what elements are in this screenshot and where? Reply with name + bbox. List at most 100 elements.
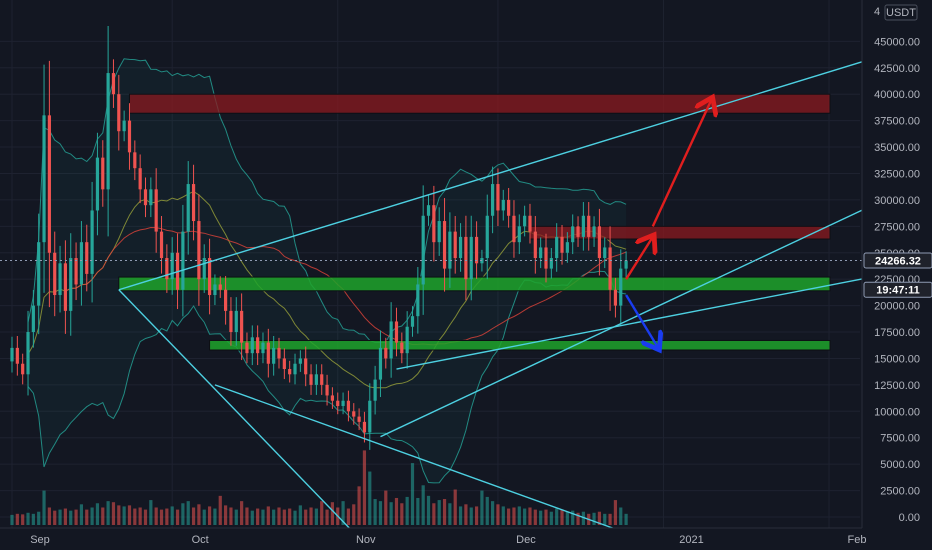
- volume-bar: [213, 508, 217, 525]
- volume-bar: [314, 508, 318, 525]
- candle-body: [336, 400, 340, 407]
- volume-bar: [485, 496, 489, 525]
- volume-bar: [453, 489, 457, 525]
- volume-bar: [90, 507, 94, 525]
- forecast-arrows[interactable]: [625, 99, 711, 347]
- volume-bar: [266, 506, 270, 525]
- candle-body: [533, 231, 537, 259]
- volume-bar: [421, 485, 425, 525]
- volume-bar: [507, 508, 511, 525]
- candle-body: [277, 347, 281, 359]
- bollinger-fill: [28, 58, 627, 483]
- volume-bar: [111, 502, 116, 525]
- volume-bar: [101, 507, 105, 525]
- candle-body: [298, 358, 302, 364]
- volume-bar: [202, 509, 206, 525]
- candle-body: [85, 242, 89, 274]
- candle-body: [330, 395, 334, 401]
- candle-body: [74, 258, 78, 285]
- candle-body: [603, 247, 607, 259]
- volume-bar: [207, 506, 212, 525]
- candle-body: [501, 199, 505, 211]
- support-zone: [118, 276, 831, 292]
- bollinger-upper: [27, 58, 627, 343]
- candle-body: [234, 310, 238, 333]
- volume-bar: [325, 509, 329, 525]
- y-tick-label: 12500.00: [874, 380, 920, 392]
- volume-bar: [496, 504, 500, 525]
- candle-body: [320, 374, 324, 385]
- time-axis-panel[interactable]: [0, 528, 932, 550]
- candle-body: [143, 189, 148, 206]
- volume-bar: [469, 507, 473, 525]
- candle-body: [373, 379, 377, 401]
- svg-text:24266.32: 24266.32: [875, 256, 921, 268]
- candle-body: [197, 221, 201, 280]
- candle-body: [149, 189, 153, 206]
- volume-bar: [95, 503, 100, 525]
- volume-bar: [416, 497, 420, 525]
- y-tick-label: 0.00: [899, 512, 920, 524]
- candle-body: [464, 236, 468, 280]
- volume-bar: [234, 509, 238, 525]
- candle-body: [127, 120, 132, 153]
- y-tick-label: 40000.00: [874, 89, 920, 101]
- candle-body: [256, 337, 260, 354]
- volume-bar: [512, 507, 516, 525]
- y-tick-label: 27500.00: [874, 221, 920, 233]
- candle-body: [261, 342, 265, 354]
- volume-bar: [320, 501, 324, 525]
- volume-bar: [565, 511, 569, 525]
- y-tick-label: 5000.00: [880, 459, 920, 471]
- candle-body: [592, 226, 596, 237]
- y-tick-label: 2500.00: [880, 486, 920, 498]
- volume-bar: [256, 508, 260, 525]
- volume-bars: [10, 450, 628, 525]
- candle-body: [469, 236, 473, 280]
- moving-average-fast: [27, 190, 627, 389]
- x-tick-label: 2021: [679, 534, 703, 546]
- candles[interactable]: [10, 26, 628, 450]
- volume-bar: [42, 490, 46, 525]
- candle-body: [597, 226, 601, 259]
- volume-bar: [58, 509, 62, 525]
- volume-bar: [138, 507, 142, 525]
- volume-bar: [191, 507, 196, 525]
- countdown-tag: 19:47:11: [863, 281, 932, 298]
- volume-bar: [282, 509, 286, 525]
- candle-body: [448, 231, 452, 269]
- volume-bar: [549, 511, 553, 525]
- candle-body: [458, 236, 463, 259]
- y-tick-label: 32500.00: [874, 168, 920, 180]
- candle-body: [485, 215, 489, 259]
- volume-bar: [464, 504, 468, 525]
- volume-bar: [229, 507, 233, 525]
- volume-bar: [528, 507, 532, 525]
- volume-bar: [288, 508, 292, 525]
- candle-body: [426, 205, 431, 216]
- candle-body: [517, 226, 521, 243]
- trendlines[interactable]: [118, 56, 878, 539]
- volume-bar: [576, 512, 580, 525]
- candle-body: [496, 184, 500, 211]
- candle-body: [410, 316, 415, 327]
- candle-body: [250, 337, 254, 354]
- candle-body: [309, 374, 313, 385]
- volume-bar: [79, 504, 84, 525]
- candle-body: [555, 236, 559, 259]
- y-tick-label: 42500.00: [874, 63, 920, 75]
- candle-body: [26, 332, 30, 375]
- volume-bar: [346, 508, 351, 525]
- currency-badge[interactable]: [884, 4, 918, 21]
- candle-body: [314, 374, 318, 385]
- volume-bar: [69, 510, 73, 525]
- volume-bar: [592, 512, 596, 525]
- candle-body: [437, 221, 441, 243]
- volume-bar: [74, 509, 78, 525]
- volume-bar: [26, 512, 30, 525]
- candle-body: [389, 321, 393, 359]
- x-tick-label: Nov: [356, 534, 376, 546]
- candle-body: [624, 260, 628, 269]
- volume-bar: [21, 514, 25, 525]
